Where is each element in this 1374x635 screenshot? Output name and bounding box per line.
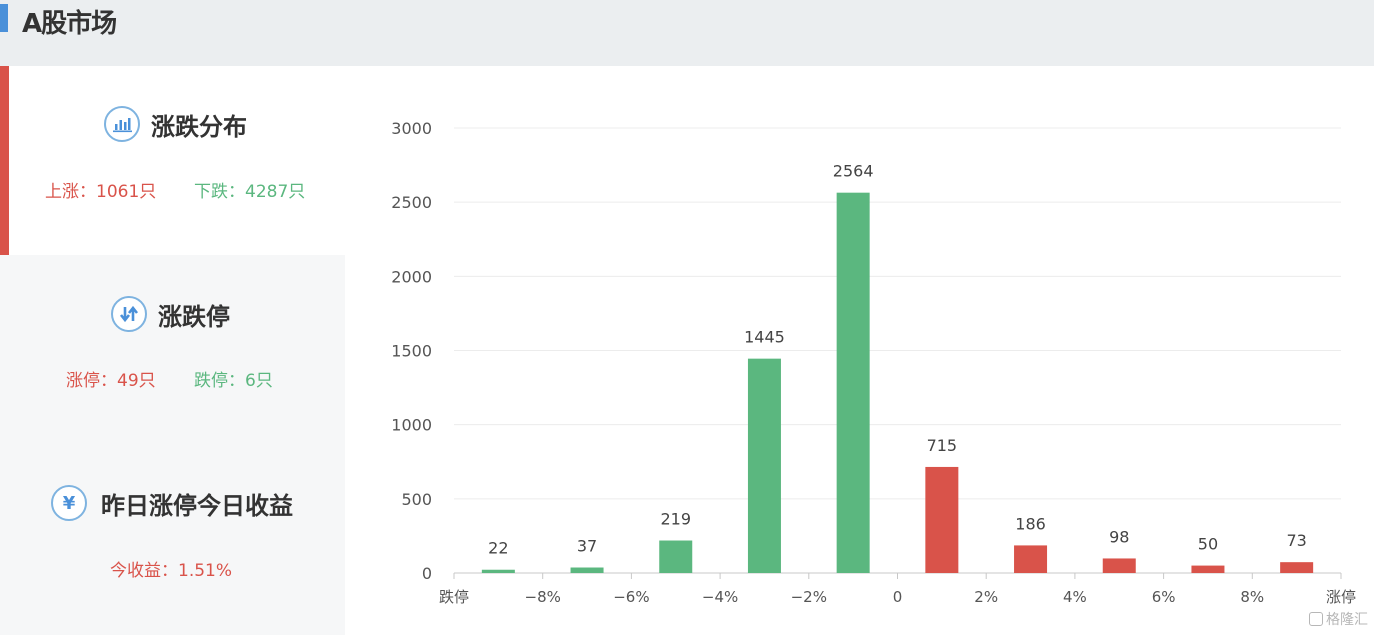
bar-value-label: 186 [1015,514,1046,533]
y-tick-label: 2000 [391,267,432,286]
watermark: 格隆汇 [1309,609,1368,629]
up-count: 上涨：1061只 [45,182,157,202]
x-tick-label: −8% [525,588,561,606]
bar [1102,558,1136,573]
bar-value-label: 219 [660,510,691,529]
y-tick-label: 1500 [391,342,432,361]
bar [836,192,870,573]
header-accent-bar [0,4,8,32]
bar-value-label: 2564 [833,162,874,181]
x-tick-label: 2% [974,588,998,606]
x-tick-label: −6% [613,588,649,606]
yen-icon: ¥ [51,485,87,521]
page-title: A股市场 [22,9,117,39]
bar-value-label: 22 [488,539,508,558]
bar-chart-icon [104,106,140,142]
sidebar-item-distribution[interactable] [0,66,345,255]
bar-value-label: 715 [927,436,958,455]
bar-value-label: 98 [1109,527,1129,546]
distribution-bar-chart: 0 500 1000 1500 2000 2500 3000 跌停 −8% −6% −4% −2% 0 2… [391,119,1356,606]
x-tick-label: 涨停 [1326,588,1356,606]
bar [481,569,515,573]
yesterday-title: 昨日涨停今日收益 [101,491,293,520]
yesterday-panel-header[interactable]: ¥ 昨日涨停今日收益 [51,485,293,521]
watermark-text: 格隆汇 [1326,612,1368,628]
bar [925,466,959,573]
bar-value-label: 37 [577,537,597,556]
x-tick-label: 0 [893,588,903,606]
section-header: A股市场 [0,0,1374,66]
yesterday-profit: 今收益：1.51% [110,561,233,581]
limit-title: 涨跌停 [158,302,230,331]
limit-up-count: 涨停：49只 [66,371,156,391]
distribution-title: 涨跌分布 [151,112,247,141]
y-tick-label: 1000 [391,416,432,435]
bar [1191,565,1225,573]
limit-down-count: 跌停：6只 [194,371,273,391]
active-indicator [0,66,9,255]
bar-value-label: 73 [1286,531,1306,550]
x-tick-label: 8% [1240,588,1264,606]
up-down-arrows-icon [111,296,147,332]
x-tick-label: 4% [1063,588,1087,606]
limit-panel-header[interactable]: 涨跌停 [111,296,230,332]
x-tick-label: −4% [702,588,738,606]
bar [1280,562,1314,573]
bar [747,358,781,573]
y-tick-label: 500 [401,490,432,509]
bar-value-label: 1445 [744,328,785,347]
y-tick-label: 0 [422,564,432,583]
x-tick-label: 跌停 [439,588,469,606]
bar-value-label: 50 [1198,535,1218,554]
bar [1014,545,1048,573]
distribution-panel-header[interactable]: 涨跌分布 [104,106,247,142]
bar [570,567,604,573]
x-tick-label: 6% [1152,588,1176,606]
bar [659,540,693,573]
watermark-logo-icon [1309,612,1323,626]
x-tick-label: −2% [791,588,827,606]
y-tick-label: 3000 [391,119,432,138]
down-count: 下跌：4287只 [194,182,306,202]
y-tick-label: 2500 [391,193,432,212]
